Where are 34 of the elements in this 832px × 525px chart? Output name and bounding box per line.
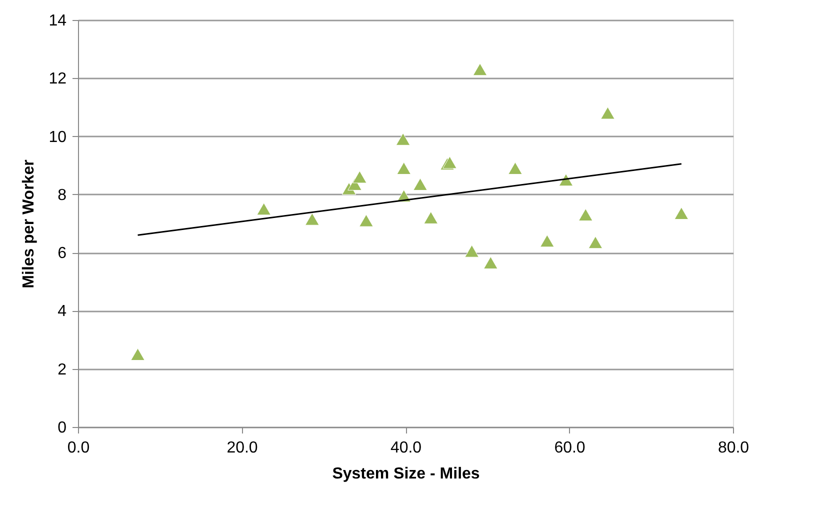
point <box>464 244 479 258</box>
point <box>413 178 428 190</box>
point <box>352 170 367 184</box>
x-tick-label: 40.0 <box>390 440 422 456</box>
point <box>578 208 593 221</box>
y-tick-label: 14 <box>48 12 67 30</box>
y-tick-label: 4 <box>58 303 67 320</box>
x-tick-label: 0.0 <box>67 440 90 456</box>
x-tick-label: 80.0 <box>718 440 750 456</box>
point <box>305 212 320 226</box>
y-tick-label: 0 <box>58 420 67 436</box>
point <box>508 162 522 174</box>
point <box>600 106 615 120</box>
x-tick-label: 60.0 <box>554 440 586 456</box>
x-axis-title: System Size - Miles <box>332 466 480 482</box>
point <box>484 256 498 269</box>
point <box>359 214 374 227</box>
point <box>674 207 689 220</box>
x-tick-label: 20.0 <box>226 440 258 456</box>
y-tick-label: 8 <box>58 186 67 204</box>
point <box>396 132 410 146</box>
y-tick-label: 2 <box>58 361 67 378</box>
y-tick-label: 10 <box>48 128 67 146</box>
point <box>540 234 554 248</box>
y-axis-title: Miles per Worker <box>20 160 38 288</box>
y-tick-label: 12 <box>48 70 67 88</box>
point <box>588 236 603 249</box>
y-tick-label: 6 <box>58 245 67 262</box>
point <box>256 202 271 216</box>
point <box>130 348 145 361</box>
point <box>424 211 438 224</box>
point <box>396 162 412 174</box>
point <box>472 63 488 76</box>
point <box>442 156 457 169</box>
